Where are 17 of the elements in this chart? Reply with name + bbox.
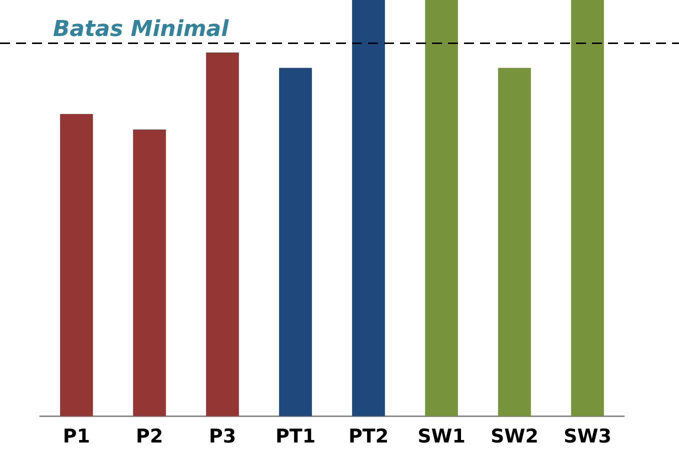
bar xyxy=(352,0,385,416)
x-tick-label: P3 xyxy=(208,426,236,448)
x-tick-label: P2 xyxy=(136,426,164,448)
x-tick-label: SW2 xyxy=(490,426,538,448)
x-tick-label: P1 xyxy=(62,426,90,448)
bar xyxy=(425,0,458,416)
x-tick-label: PT1 xyxy=(275,426,316,448)
bar xyxy=(498,68,531,416)
bar xyxy=(571,0,604,416)
bar xyxy=(133,129,166,416)
x-tick-label: PT2 xyxy=(348,426,389,448)
ref-line-label: Batas Minimal xyxy=(53,17,230,42)
bar xyxy=(206,52,239,416)
bar xyxy=(60,114,93,416)
x-tick-label: SW1 xyxy=(418,426,466,448)
bar xyxy=(279,68,312,416)
x-tick-label: SW3 xyxy=(564,426,612,448)
